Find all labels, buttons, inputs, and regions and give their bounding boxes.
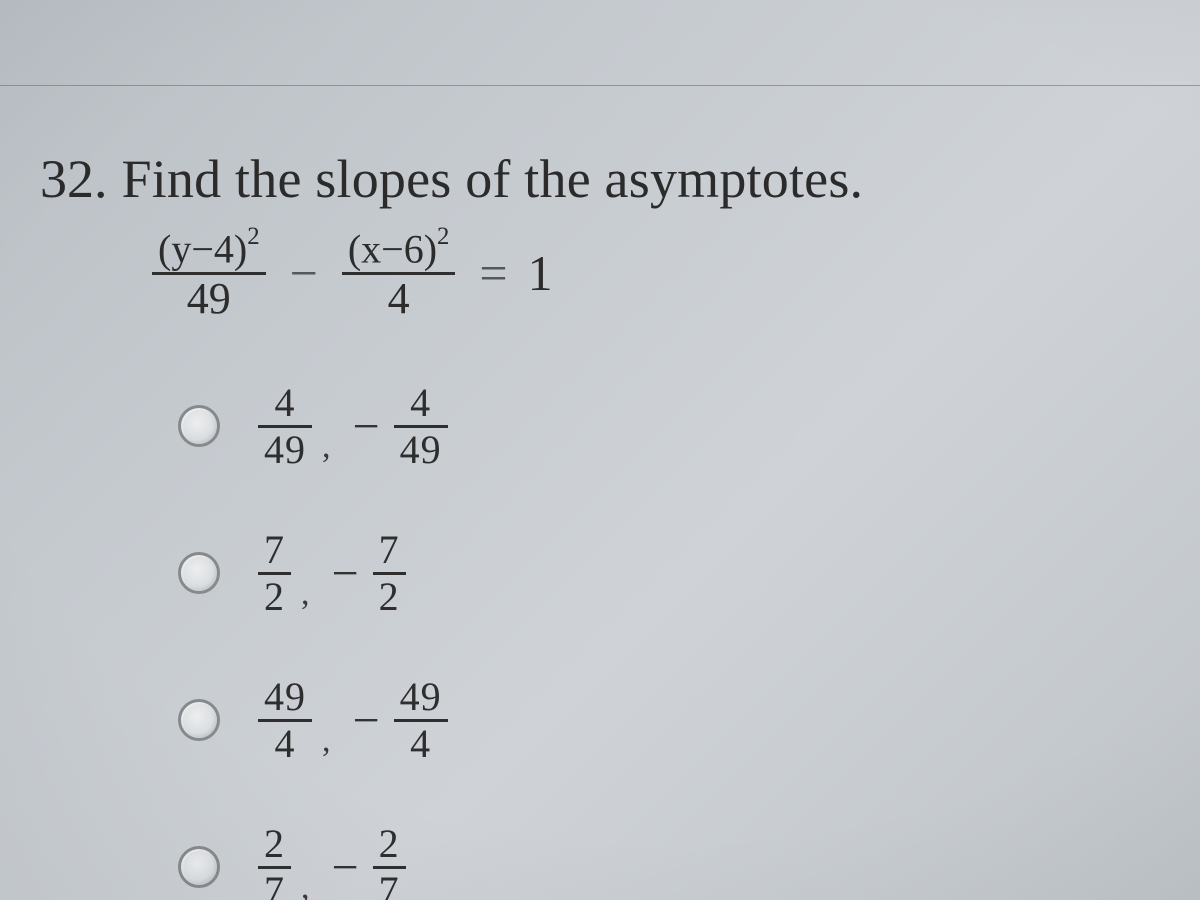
eq-frac1-num-sup: 2 <box>247 223 259 250</box>
negative-sign: − <box>353 693 386 748</box>
opt-den: 7 <box>258 869 291 900</box>
option-fraction: 7 2 <box>258 528 291 619</box>
opt-den: 49 <box>258 428 312 472</box>
question-line: 32. Find the slopes of the asymptotes. <box>40 150 1140 209</box>
negative-sign: − <box>353 399 386 454</box>
opt-den: 2 <box>258 575 291 619</box>
question-number: 32. <box>40 150 108 209</box>
equation-fraction-1: (y−4)2 49 <box>152 223 266 323</box>
option-fraction: 49 4 <box>258 675 312 766</box>
option-fraction: 49 4 <box>394 675 448 766</box>
minus-operator: − <box>288 244 320 302</box>
option-c-math: 49 4 , − 49 4 <box>258 675 448 766</box>
equals-operator: = <box>477 244 509 302</box>
option-d-math: 2 7 , − 2 7 <box>258 822 406 900</box>
opt-den: 49 <box>394 428 448 472</box>
opt-num: 49 <box>394 675 448 719</box>
top-divider <box>0 85 1200 86</box>
opt-num: 7 <box>373 528 406 572</box>
options-list: 4 49 , − 4 49 7 2 <box>178 381 1140 900</box>
option-c[interactable]: 49 4 , − 49 4 <box>178 675 1140 766</box>
option-fraction: 2 7 <box>373 822 406 900</box>
opt-num: 2 <box>373 822 406 866</box>
equation-fraction-2: (x−6)2 4 <box>342 223 456 323</box>
eq-frac2-denominator: 4 <box>382 275 416 323</box>
option-b-math: 7 2 , − 7 2 <box>258 528 406 619</box>
eq-frac2-numerator: (x−6)2 <box>342 223 456 272</box>
radio-icon[interactable] <box>178 552 220 594</box>
equation: (y−4)2 49 − (x−6)2 4 = 1 <box>152 223 1140 323</box>
option-fraction: 7 2 <box>373 528 406 619</box>
opt-den: 2 <box>373 575 406 619</box>
opt-num: 2 <box>258 822 291 866</box>
opt-den: 4 <box>269 722 302 766</box>
eq-frac1-denominator: 49 <box>181 275 237 323</box>
question-prompt: Find the slopes of the asymptotes. <box>122 150 864 209</box>
option-a[interactable]: 4 49 , − 4 49 <box>178 381 1140 472</box>
radio-icon[interactable] <box>178 405 220 447</box>
comma: , <box>299 575 324 613</box>
option-b[interactable]: 7 2 , − 7 2 <box>178 528 1140 619</box>
question-block: 32. Find the slopes of the asymptotes. (… <box>40 150 1140 900</box>
option-fraction: 4 49 <box>258 381 312 472</box>
opt-num: 7 <box>258 528 291 572</box>
opt-den: 4 <box>404 722 437 766</box>
option-d[interactable]: 2 7 , − 2 7 <box>178 822 1140 900</box>
radio-icon[interactable] <box>178 846 220 888</box>
radio-icon[interactable] <box>178 699 220 741</box>
eq-frac2-num-sup: 2 <box>437 223 449 250</box>
equation-result: 1 <box>528 244 553 302</box>
eq-frac2-num-base: (x−6) <box>348 227 437 272</box>
negative-sign: − <box>332 546 365 601</box>
comma: , <box>299 869 324 900</box>
comma: , <box>320 428 345 466</box>
eq-frac1-num-base: (y−4) <box>158 227 247 272</box>
opt-num: 49 <box>258 675 312 719</box>
option-a-math: 4 49 , − 4 49 <box>258 381 448 472</box>
option-fraction: 4 49 <box>394 381 448 472</box>
equation-rhs: = 1 <box>477 244 552 302</box>
eq-frac1-numerator: (y−4)2 <box>152 223 266 272</box>
opt-num: 4 <box>404 381 437 425</box>
opt-den: 7 <box>373 869 406 900</box>
negative-sign: − <box>332 840 365 895</box>
option-fraction: 2 7 <box>258 822 291 900</box>
comma: , <box>320 722 345 760</box>
opt-num: 4 <box>269 381 302 425</box>
